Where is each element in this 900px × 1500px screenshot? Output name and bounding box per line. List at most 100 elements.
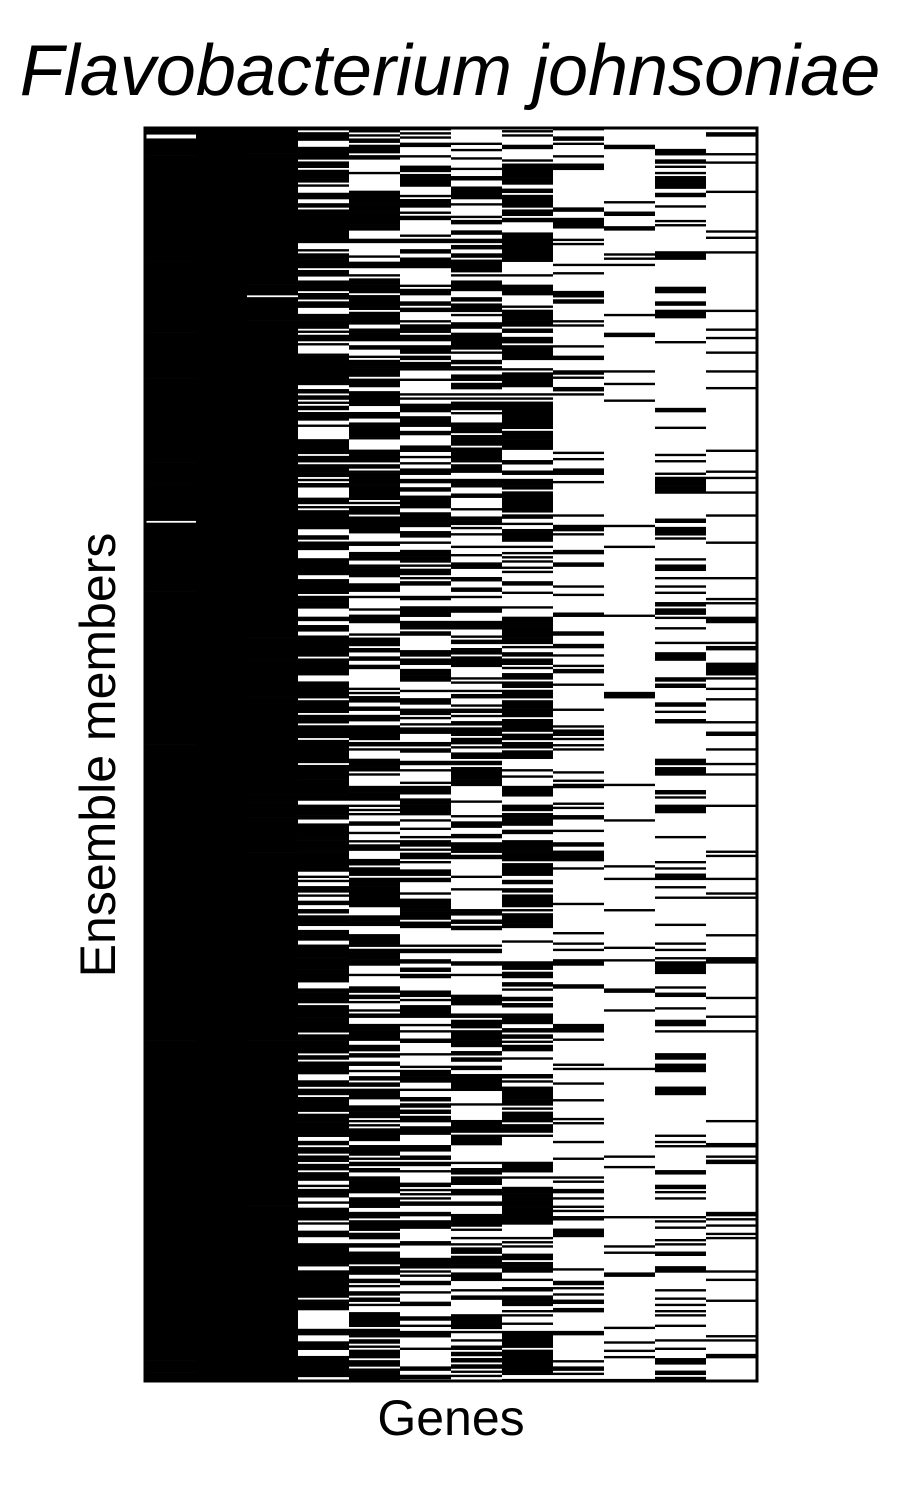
presence-cell [298, 1341, 350, 1344]
presence-cell [706, 476, 758, 480]
presence-cell [298, 313, 350, 317]
presence-cell [502, 205, 554, 208]
presence-cell [604, 211, 656, 214]
presence-cell [349, 470, 401, 473]
presence-cell [655, 192, 707, 198]
presence-cell [451, 280, 503, 288]
presence-cell [349, 226, 401, 229]
presence-cell [553, 370, 605, 375]
presence-cell [349, 221, 401, 225]
presence-cell [502, 130, 554, 133]
presence-cell [502, 1314, 554, 1317]
presence-cell [400, 326, 452, 329]
presence-cell [298, 1307, 350, 1311]
presence-cell [400, 741, 452, 745]
presence-cell [553, 562, 605, 567]
presence-cell [247, 913, 299, 1041]
presence-cell [349, 382, 401, 388]
presence-cell [451, 466, 503, 469]
presence-cell [400, 462, 452, 465]
presence-cell [655, 994, 707, 998]
presence-cell [247, 654, 299, 661]
presence-cell [400, 173, 452, 187]
presence-cell [400, 748, 452, 753]
presence-cell [400, 1211, 452, 1217]
presence-cell [706, 236, 758, 239]
presence-cell [349, 1349, 401, 1353]
presence-cell [502, 217, 554, 221]
presence-cell [502, 380, 554, 384]
presence-cell [400, 1374, 452, 1380]
presence-cell [655, 704, 707, 707]
presence-cell [349, 522, 401, 534]
presence-cell [400, 827, 452, 830]
presence-cell [553, 1299, 605, 1305]
presence-cell [451, 322, 503, 329]
presence-cell [502, 729, 554, 732]
presence-cell [451, 729, 503, 737]
presence-cell [349, 696, 401, 701]
presence-cell [298, 1134, 350, 1137]
presence-cell [502, 194, 554, 200]
presence-cell [553, 1063, 605, 1066]
presence-cell [349, 687, 401, 691]
presence-cell [400, 403, 452, 413]
presence-cell [706, 1159, 758, 1165]
presence-cell [400, 424, 452, 427]
presence-cell [298, 505, 350, 509]
presence-cell [655, 537, 707, 540]
presence-cell [298, 1299, 350, 1302]
presence-cell [349, 1322, 401, 1325]
presence-cell [400, 675, 452, 682]
presence-cell [298, 374, 350, 381]
presence-cell [604, 783, 656, 787]
presence-cell [502, 744, 554, 749]
presence-cell [553, 593, 605, 597]
presence-cell [451, 522, 503, 526]
presence-cell [604, 313, 656, 317]
presence-cell [502, 913, 554, 916]
presence-cell [655, 810, 707, 814]
presence-cell [400, 328, 452, 331]
presence-cell [655, 1172, 707, 1175]
presence-cell [502, 522, 554, 526]
presence-cell [706, 1335, 758, 1338]
presence-cell [400, 288, 452, 296]
presence-cell [298, 169, 350, 179]
presence-cell [553, 217, 605, 223]
presence-cell [604, 1251, 656, 1254]
presence-cell [400, 781, 452, 785]
presence-cell [145, 130, 197, 135]
presence-cell [502, 422, 554, 430]
presence-cell [451, 412, 503, 415]
presence-cell [502, 689, 554, 693]
presence-cell [400, 1065, 452, 1069]
presence-cell [502, 1013, 554, 1016]
presence-cell [451, 453, 503, 459]
presence-cell [349, 157, 401, 160]
presence-cell [451, 464, 503, 467]
presence-cell [451, 1065, 503, 1071]
presence-cell [451, 693, 503, 697]
presence-cell [655, 1238, 707, 1242]
presence-cell [349, 1082, 401, 1085]
presence-cell [655, 627, 707, 630]
presence-cell [400, 1335, 452, 1338]
presence-cell [400, 240, 452, 244]
presence-cell [706, 721, 758, 724]
presence-cell [502, 1241, 554, 1244]
presence-cell [553, 708, 605, 711]
presence-cell [553, 1205, 605, 1208]
presence-cell [400, 263, 452, 267]
presence-cell [655, 677, 707, 682]
presence-cell [553, 1176, 605, 1179]
presence-cell [502, 909, 554, 912]
presence-cell [349, 1360, 401, 1365]
presence-cell [298, 353, 350, 356]
presence-cell [400, 1053, 452, 1056]
presence-cell [502, 1295, 554, 1298]
presence-cell [298, 1117, 350, 1121]
presence-cell [502, 1278, 554, 1282]
presence-cell [298, 455, 350, 463]
presence-cell [247, 1339, 299, 1376]
